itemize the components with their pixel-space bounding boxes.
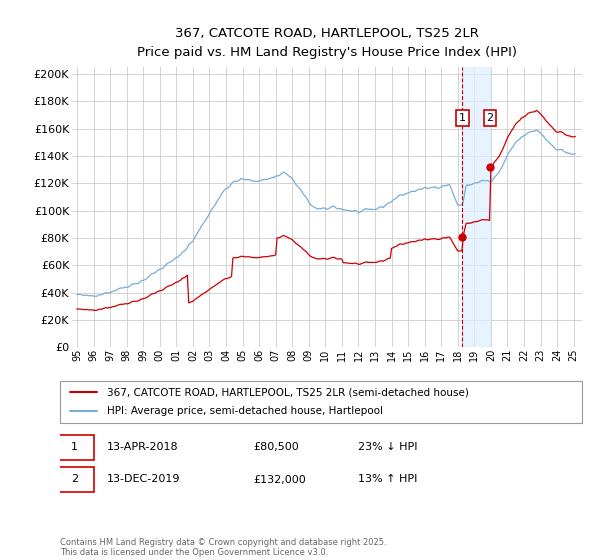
Title: 367, CATCOTE ROAD, HARTLEPOOL, TS25 2LR
Price paid vs. HM Land Registry's House : 367, CATCOTE ROAD, HARTLEPOOL, TS25 2LR … [137, 27, 517, 59]
FancyBboxPatch shape [55, 467, 94, 492]
Text: 23% ↓ HPI: 23% ↓ HPI [358, 442, 417, 452]
Text: 13-APR-2018: 13-APR-2018 [107, 442, 179, 452]
Text: 2: 2 [71, 474, 78, 484]
Text: 1: 1 [459, 113, 466, 123]
Text: £80,500: £80,500 [253, 442, 299, 452]
FancyBboxPatch shape [55, 435, 94, 460]
Text: 1: 1 [71, 442, 78, 452]
Text: 13% ↑ HPI: 13% ↑ HPI [358, 474, 417, 484]
Bar [463, 67, 490, 347]
Text: 367, CATCOTE ROAD, HARTLEPOOL, TS25 2LR (semi-detached house): 367, CATCOTE ROAD, HARTLEPOOL, TS25 2LR … [107, 387, 469, 397]
Text: £132,000: £132,000 [253, 474, 306, 484]
Text: HPI: Average price, semi-detached house, Hartlepool: HPI: Average price, semi-detached house,… [107, 407, 383, 417]
Text: 13-DEC-2019: 13-DEC-2019 [107, 474, 181, 484]
FancyBboxPatch shape [60, 381, 582, 423]
Text: Contains HM Land Registry data © Crown copyright and database right 2025.
This d: Contains HM Land Registry data © Crown c… [60, 538, 386, 557]
Text: 2: 2 [487, 113, 494, 123]
